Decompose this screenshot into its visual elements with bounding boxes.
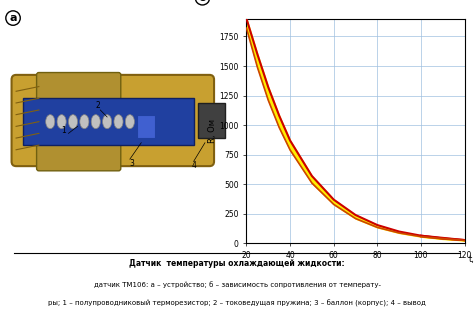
FancyBboxPatch shape (36, 72, 121, 171)
Text: а: а (9, 13, 17, 23)
Ellipse shape (125, 115, 135, 129)
Text: 4: 4 (191, 162, 196, 170)
Ellipse shape (46, 115, 55, 129)
Text: Датчик  температуры охлаждающей жидкости:: Датчик температуры охлаждающей жидкости: (129, 259, 345, 268)
Bar (137, 115, 155, 138)
Y-axis label: R, Ом: R, Ом (208, 119, 217, 143)
FancyBboxPatch shape (11, 75, 214, 166)
Text: t,°C: t,°C (469, 255, 474, 264)
Bar (198, 103, 226, 138)
Text: 2: 2 (96, 101, 100, 110)
Ellipse shape (57, 115, 66, 129)
Ellipse shape (114, 115, 123, 129)
Text: 1: 1 (62, 126, 66, 135)
Ellipse shape (102, 115, 112, 129)
Text: 3: 3 (130, 159, 135, 168)
Ellipse shape (80, 115, 89, 129)
Bar (23, 98, 193, 145)
Text: датчик ТМ106: а – устройство; б – зависимость сопротивления от температу-: датчик ТМ106: а – устройство; б – зависи… (93, 281, 381, 288)
Ellipse shape (68, 115, 78, 129)
Text: ры; 1 – полупроводниковый терморезистор; 2 – токоведущая пружина; 3 – баллон (ко: ры; 1 – полупроводниковый терморезистор;… (48, 300, 426, 307)
Ellipse shape (91, 115, 100, 129)
Text: б: б (199, 0, 206, 3)
